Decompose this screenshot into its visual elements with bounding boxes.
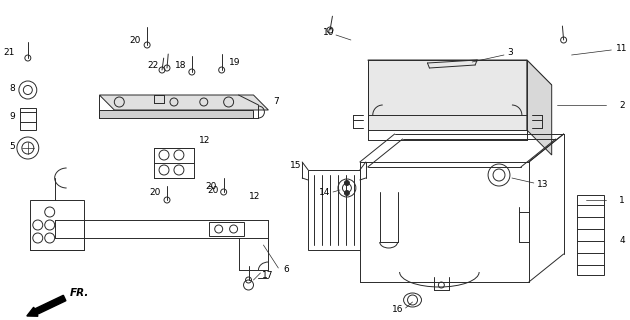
Text: 2: 2 — [619, 100, 625, 109]
Text: 4: 4 — [619, 236, 625, 244]
Text: FR.: FR. — [69, 288, 89, 298]
Bar — [154, 148, 194, 178]
Text: 14: 14 — [319, 188, 330, 196]
Text: 16: 16 — [392, 306, 404, 315]
FancyArrow shape — [27, 295, 66, 316]
Text: 18: 18 — [175, 60, 187, 69]
Bar — [576, 195, 604, 275]
Text: 7: 7 — [273, 97, 279, 106]
Text: 20: 20 — [207, 186, 219, 195]
Bar — [30, 200, 84, 250]
Polygon shape — [100, 110, 253, 118]
Text: 1: 1 — [619, 196, 625, 204]
Polygon shape — [100, 95, 268, 110]
Text: 3: 3 — [507, 47, 513, 57]
Text: 20: 20 — [130, 36, 141, 44]
Text: 6: 6 — [284, 266, 289, 275]
Text: 20: 20 — [205, 181, 217, 190]
Text: 15: 15 — [290, 161, 301, 170]
Text: 22: 22 — [148, 60, 159, 69]
Polygon shape — [368, 60, 527, 130]
Text: 20: 20 — [150, 188, 161, 196]
Text: 21: 21 — [4, 47, 15, 57]
Polygon shape — [527, 60, 552, 155]
Text: 5: 5 — [9, 141, 15, 150]
Circle shape — [345, 180, 350, 186]
Text: 19: 19 — [229, 58, 240, 67]
Text: 17: 17 — [263, 270, 274, 279]
Bar — [308, 170, 360, 250]
Bar — [20, 108, 36, 130]
Text: 10: 10 — [323, 28, 334, 36]
Text: 8: 8 — [9, 84, 15, 92]
Polygon shape — [368, 60, 552, 85]
Text: 11: 11 — [616, 44, 628, 52]
Text: 12: 12 — [199, 135, 210, 145]
Text: 9: 9 — [9, 111, 15, 121]
Text: 13: 13 — [537, 180, 548, 188]
Bar — [209, 222, 244, 236]
Text: 12: 12 — [248, 191, 260, 201]
Circle shape — [345, 190, 350, 196]
